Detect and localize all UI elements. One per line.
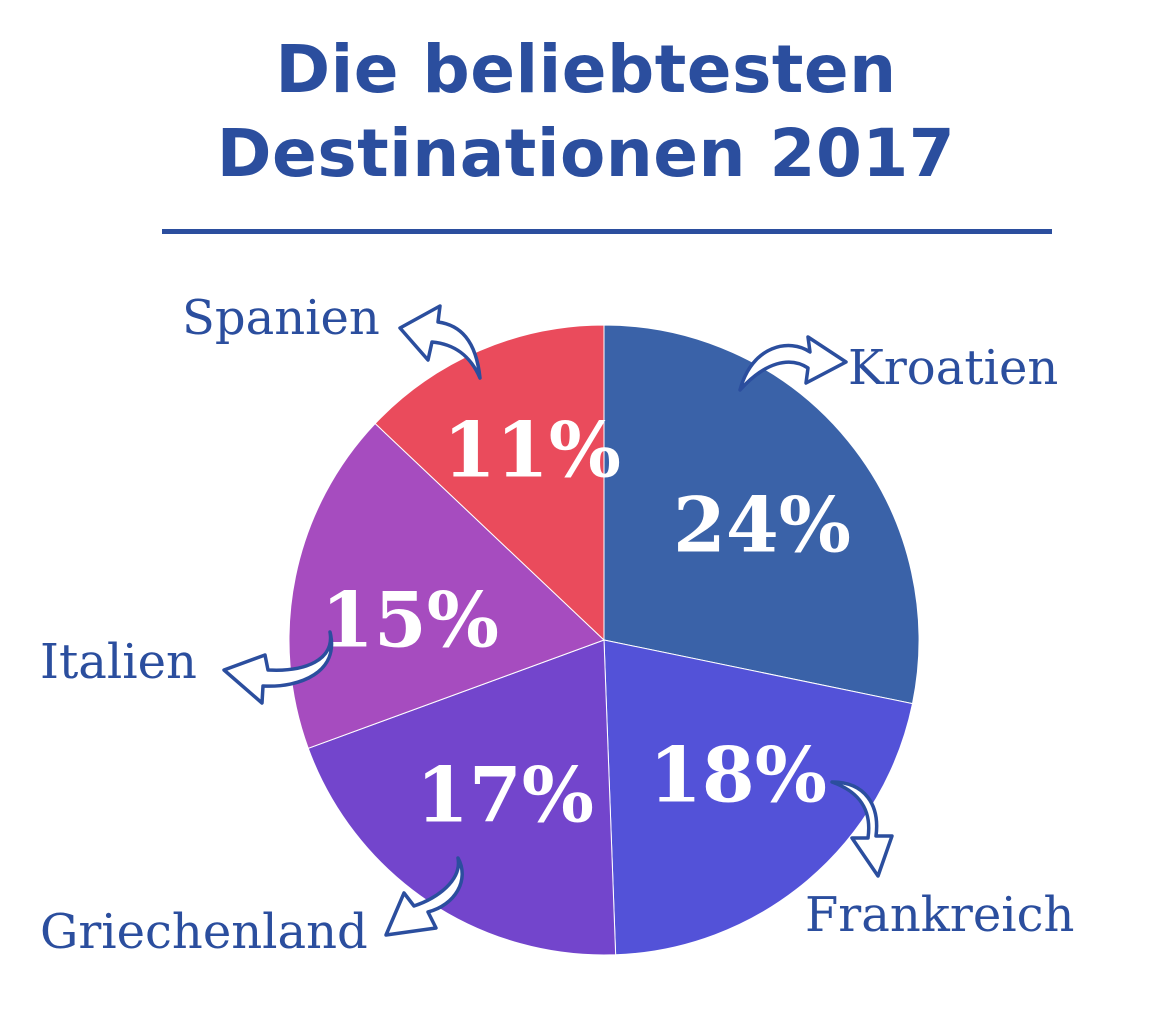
pie-category-labels: Kroatien Frankreich Griechenland Italien Spa…	[40, 290, 1074, 960]
pie-percent-label: 18%	[649, 731, 827, 820]
pie-percent-label: 24%	[673, 481, 851, 570]
pie-category-label: Spanien	[182, 290, 380, 346]
arrow-kroatien-icon	[738, 335, 848, 392]
chart-title-line-2: Destinationen 2017	[216, 115, 956, 192]
pie-percent-labels: 24% 18% 17% 15% 11%	[321, 406, 851, 840]
pie-slice-italien	[288, 422, 605, 749]
arrow-spanien-icon	[398, 304, 482, 380]
pie-slice-kroatien	[603, 324, 920, 705]
chart-title: Die beliebtesten Destinationen 2017	[0, 28, 1172, 196]
pie-slice-spanien	[374, 324, 605, 642]
arrow-italien-icon	[222, 630, 334, 705]
title-divider	[162, 229, 1052, 234]
pie-percent-label: 11%	[443, 406, 621, 495]
pie-category-label: Italien	[40, 634, 197, 690]
arrow-griechenland-icon	[384, 856, 464, 937]
pie-category-label: Kroatien	[848, 340, 1058, 396]
pie-slice-frankreich	[603, 639, 914, 956]
arrow-icon	[222, 304, 894, 937]
arrow-frankreich-icon	[830, 780, 894, 878]
pie-percent-label: 15%	[321, 576, 499, 665]
pie-percent-label: 17%	[416, 751, 594, 840]
chart-title-line-1: Die beliebtesten	[275, 31, 897, 108]
pie-category-label: Griechenland	[40, 904, 368, 960]
pie-category-label: Frankreich	[805, 887, 1074, 943]
